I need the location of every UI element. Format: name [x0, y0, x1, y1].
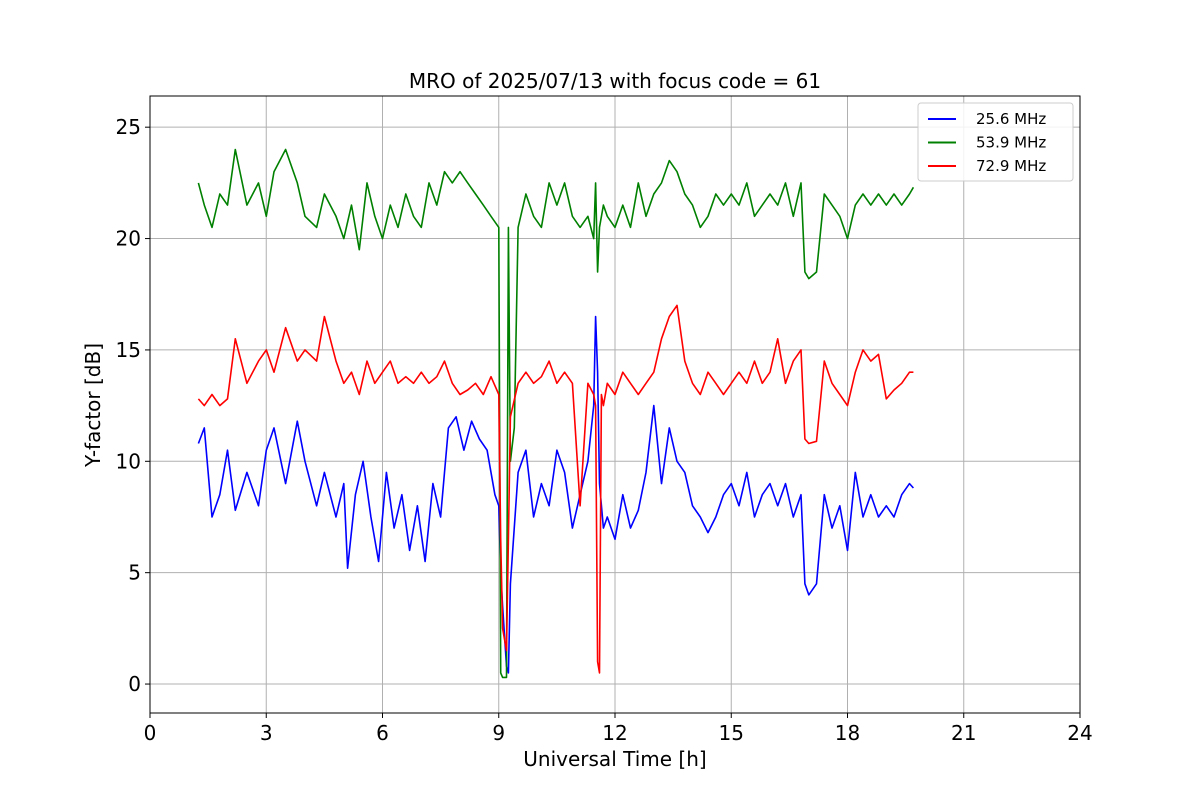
series-line-25-6-mhz [197, 315, 914, 674]
x-tick-label: 24 [1067, 721, 1092, 745]
y-tick-label: 0 [128, 672, 141, 696]
axis-ticks: 0 3 6 9 12 15 18 21 24 0 5 10 15 20 25 [116, 115, 1093, 745]
y-tick-label: 15 [116, 338, 141, 362]
x-tick-label: 12 [602, 721, 627, 745]
x-tick-label: 6 [376, 721, 389, 745]
x-tick-label: 15 [719, 721, 744, 745]
series-line-53-9-mhz [197, 148, 915, 679]
y-tick-label: 10 [116, 449, 141, 473]
series-line-72-9-mhz [197, 304, 914, 674]
legend-label: 25.6 MHz [976, 110, 1046, 128]
legend-label: 53.9 MHz [976, 134, 1046, 152]
x-tick-label: 9 [492, 721, 505, 745]
legend: 25.6 MHz 53.9 MHz 72.9 MHz [917, 102, 1074, 182]
x-tick-label: 3 [260, 721, 273, 745]
y-tick-label: 25 [116, 115, 141, 139]
y-tick-label: 5 [128, 561, 141, 585]
chart-title: MRO of 2025/07/13 with focus code = 61 [409, 69, 821, 93]
x-tick-label: 21 [951, 721, 976, 745]
x-tick-label: 0 [144, 721, 157, 745]
legend-label: 72.9 MHz [976, 157, 1046, 175]
y-axis-label: Y-factor [dB] [81, 343, 105, 468]
x-tick-label: 18 [835, 721, 860, 745]
x-axis-label: Universal Time [h] [523, 747, 706, 771]
y-tick-label: 20 [116, 227, 141, 251]
legend-box [917, 102, 1074, 182]
series-lines [197, 148, 915, 679]
